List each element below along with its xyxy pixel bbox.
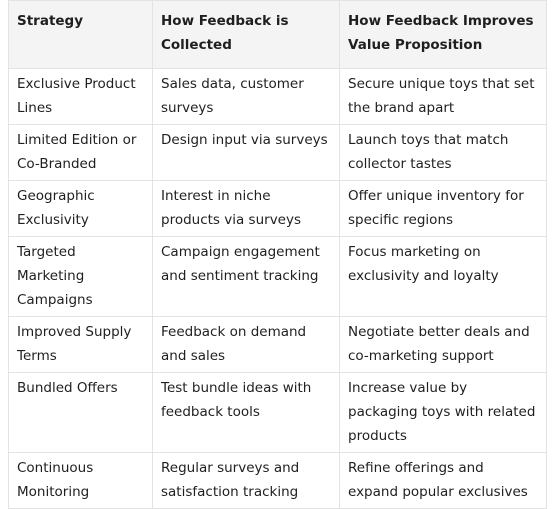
header-cell: Strategy: [8, 0, 153, 69]
table-cell: Limited Edition or Co-Branded: [8, 124, 153, 181]
table-body: Exclusive Product Lines Sales data, custo…: [8, 68, 547, 509]
table-cell: Offer unique inventory for specific regi…: [339, 180, 547, 237]
table-row: Geographic Exclusivity Interest in niche …: [8, 180, 547, 237]
header-cell: How Feedback Improves Value Proposition: [339, 0, 547, 69]
table-row: Limited Edition or Co-Branded Design inpu…: [8, 124, 547, 181]
table-row: Improved Supply Terms Feedback on demand …: [8, 316, 547, 373]
table-row: Continuous Monitoring Regular surveys and…: [8, 452, 547, 509]
table-cell: Secure unique toys that set the brand ap…: [339, 68, 547, 125]
header-cell: How Feedback is Collected: [152, 0, 340, 69]
table-row: Targeted Marketing Campaigns Campaign eng…: [8, 236, 547, 317]
table-head: Strategy How Feedback is Collected How Fee…: [8, 0, 547, 69]
table-row: Exclusive Product Lines Sales data, custo…: [8, 68, 547, 125]
table-cell: Negotiate better deals and co-marketing …: [339, 316, 547, 373]
table-cell: Exclusive Product Lines: [8, 68, 153, 125]
table-cell: Launch toys that match collector tastes: [339, 124, 547, 181]
table-container: Strategy How Feedback is Collected How Fee…: [8, 0, 547, 509]
table-cell: Sales data, customer surveys: [152, 68, 340, 125]
table-cell: Improved Supply Terms: [8, 316, 153, 373]
table: Strategy How Feedback is Collected How Fee…: [8, 0, 547, 509]
table-cell: Feedback on demand and sales: [152, 316, 340, 373]
table-cell: Focus marketing on exclusivity and loyal…: [339, 236, 547, 317]
table-cell: Test bundle ideas with feedback tools: [152, 372, 340, 453]
table-cell: Geographic Exclusivity: [8, 180, 153, 237]
table-cell: Design input via surveys: [152, 124, 340, 181]
table-cell: Bundled Offers: [8, 372, 153, 453]
table-cell: Refine offerings and expand popular excl…: [339, 452, 547, 509]
table-cell: Campaign engagement and sentiment tracki…: [152, 236, 340, 317]
table-cell: Targeted Marketing Campaigns: [8, 236, 153, 317]
table-row: Bundled Offers Test bundle ideas with fee…: [8, 372, 547, 453]
header-row: Strategy How Feedback is Collected How Fee…: [8, 0, 547, 69]
table-cell: Increase value by packaging toys with re…: [339, 372, 547, 453]
table-cell: Interest in niche products via surveys: [152, 180, 340, 237]
table-cell: Continuous Monitoring: [8, 452, 153, 509]
page: {"table": { "header": ["Strategy", "How …: [8, 0, 547, 509]
table-cell: Regular surveys and satisfaction trackin…: [152, 452, 340, 509]
